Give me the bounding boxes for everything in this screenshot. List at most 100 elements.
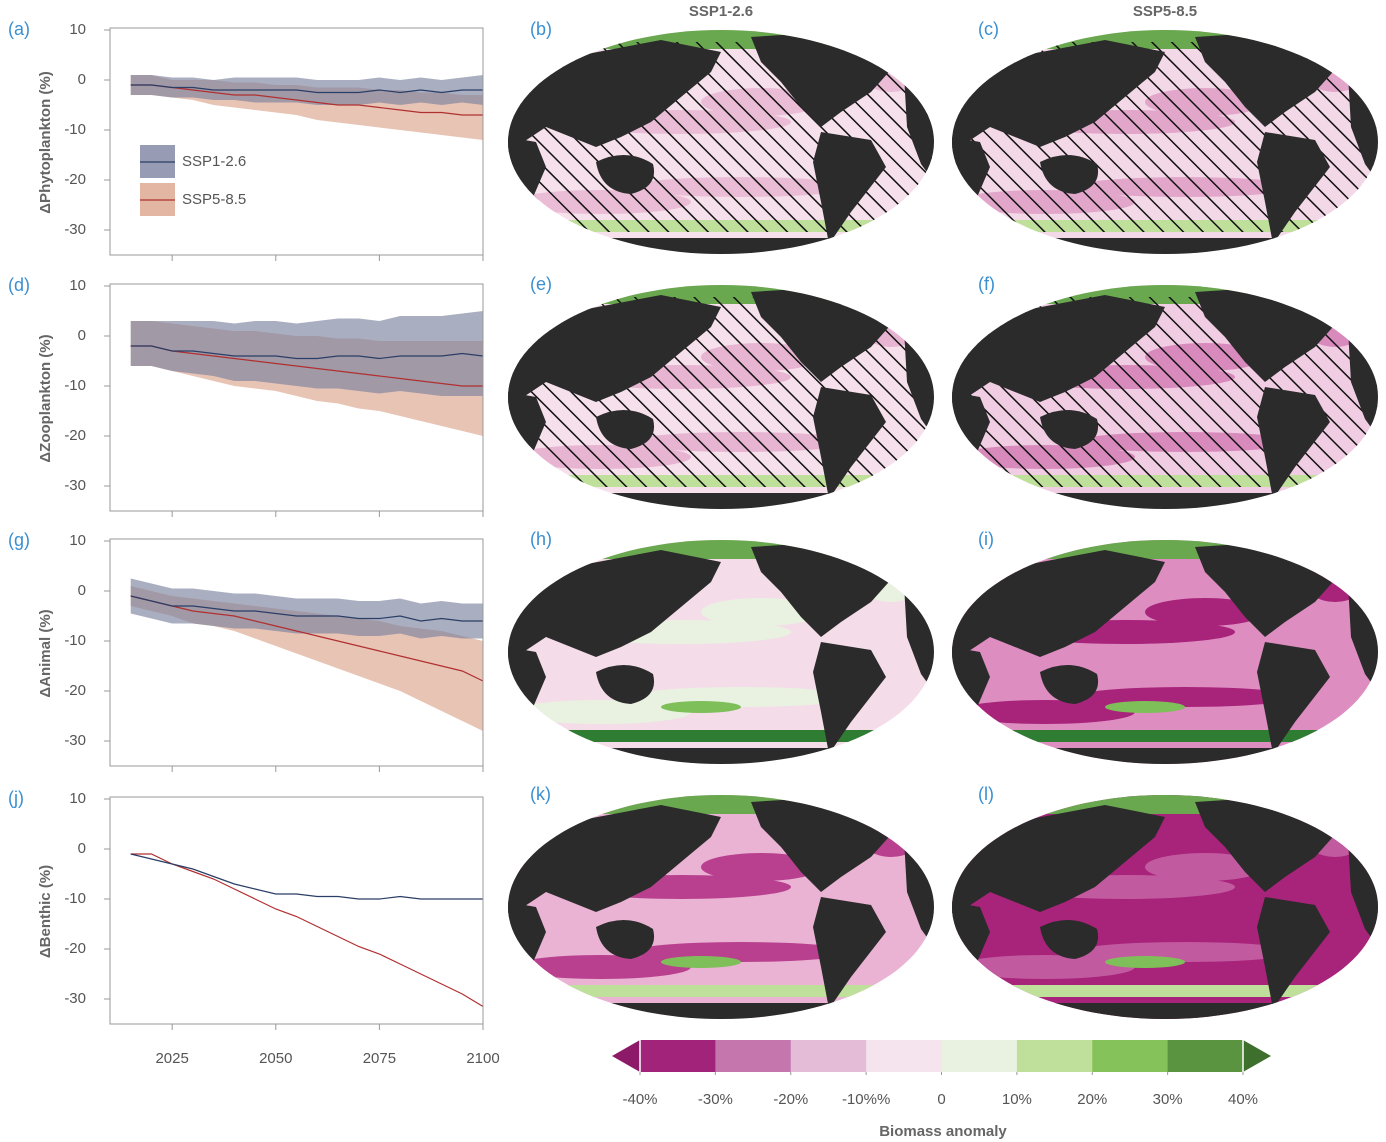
colorbar-segment [1167,1040,1244,1072]
map [952,285,1378,509]
colorbar-tick-label: -40% [622,1091,657,1108]
continent [1257,897,1330,1009]
continent [952,238,1378,254]
map [952,30,1378,254]
map [508,540,934,764]
y-tick-label: -10 [64,890,86,907]
colorbar-segment [715,1040,792,1072]
panel-label: (k) [530,784,551,804]
southern-band [508,730,934,742]
uncertainty-band [130,578,483,639]
plot-frame [109,796,484,1025]
anomaly-region [1105,701,1185,713]
continent [952,40,1165,152]
southern-band [952,985,1378,997]
anomaly-region [955,700,1135,724]
colorbar-tick-label: -30% [698,1091,733,1108]
line-panel: (g) ΔAnimal (%) 10 0 -10 -20 -30 [8,530,484,772]
arctic-band [952,795,1378,814]
continent [952,805,1165,917]
y-tick-label: 10 [69,277,86,294]
line-panel: (a) ΔPhytoplankton (%) 10 0 -10 -20 -30 SSP1-2.… [8,19,484,261]
y-axis-label: ΔBenthic (%) [37,865,54,958]
colorbar-tick-label: 40% [1228,1091,1258,1108]
colorbar-tick-label: 20% [1077,1091,1107,1108]
map [508,30,934,254]
plot-frame [109,538,484,767]
colorbar-tick-label: -20% [773,1091,808,1108]
series-line [130,84,483,116]
continent [813,132,886,244]
y-tick-label: -30 [64,990,86,1007]
continent [813,642,886,754]
continent [508,748,934,764]
continent [861,795,916,819]
y-tick-label: 0 [78,327,86,344]
panel-label: (e) [530,274,552,294]
colorbar-segment [640,1040,716,1072]
continent [1305,540,1360,564]
continent [952,748,1378,764]
continent [508,238,934,254]
y-tick-label: -30 [64,732,86,749]
y-tick-label: 10 [69,21,86,38]
map [508,795,934,1019]
continent [952,550,1165,662]
y-tick-label: 10 [69,532,86,549]
continent [1257,132,1330,244]
x-tick-label: 2100 [466,1050,499,1067]
plot-frame [109,283,484,512]
colorbar-tick-label: 10% [1002,1091,1032,1108]
y-tick-label: 0 [78,840,86,857]
y-tick-label: -30 [64,477,86,494]
continent [508,550,721,662]
continent [952,295,1165,407]
series-line [130,853,483,900]
continent [508,295,721,407]
arctic-band [508,540,934,559]
continent [596,409,655,449]
colorbar-segment [866,1040,942,1072]
continent [1040,409,1099,449]
uncertainty-band [130,75,483,105]
x-tick-label: 2075 [363,1050,396,1067]
colorbar-extend [612,1040,640,1072]
continent [861,540,916,564]
y-axis-label: ΔZooplankton (%) [37,334,54,462]
panel-label: (d) [8,275,30,295]
map [952,795,1378,1019]
southern-band [952,730,1378,742]
colorbar-tick-label: 0 [937,1091,945,1108]
continent [508,40,721,152]
colorbar-label: Biomass anomaly [879,1123,1007,1140]
anomaly-region [955,955,1135,979]
x-tick-label: 2025 [155,1050,188,1067]
series-line [130,84,483,94]
anomaly-region [661,701,741,713]
y-axis-label: ΔPhytoplankton (%) [37,71,54,213]
series-line [130,595,484,682]
plot-frame [109,27,484,256]
series-line [130,345,484,360]
continent [596,919,655,959]
continent [596,154,655,194]
panel-label: (a) [8,19,30,39]
line-panel: (d) ΔZooplankton (%) 10 0 -10 -20 -30 [8,275,484,517]
continent [813,897,886,1009]
panel-label: (g) [8,530,30,550]
map [508,285,934,509]
panel-label: (f) [978,274,995,294]
continent [952,493,1378,509]
series-line [130,595,483,622]
y-tick-label: -20 [64,427,86,444]
panel-label: (j) [8,788,24,808]
panel-label: (h) [530,529,552,549]
continent [596,664,655,704]
continent [1305,30,1360,54]
panel-label: (c) [978,19,999,39]
continent [861,30,916,54]
colorbar-segment [1016,1040,1093,1072]
y-tick-label: 0 [78,71,86,88]
column-title: SSP5-8.5 [1133,3,1197,20]
line-panel: (j) ΔBenthic (%) 10 0 -10 -20 -30 2025 2050 2075 2… [8,788,500,1067]
